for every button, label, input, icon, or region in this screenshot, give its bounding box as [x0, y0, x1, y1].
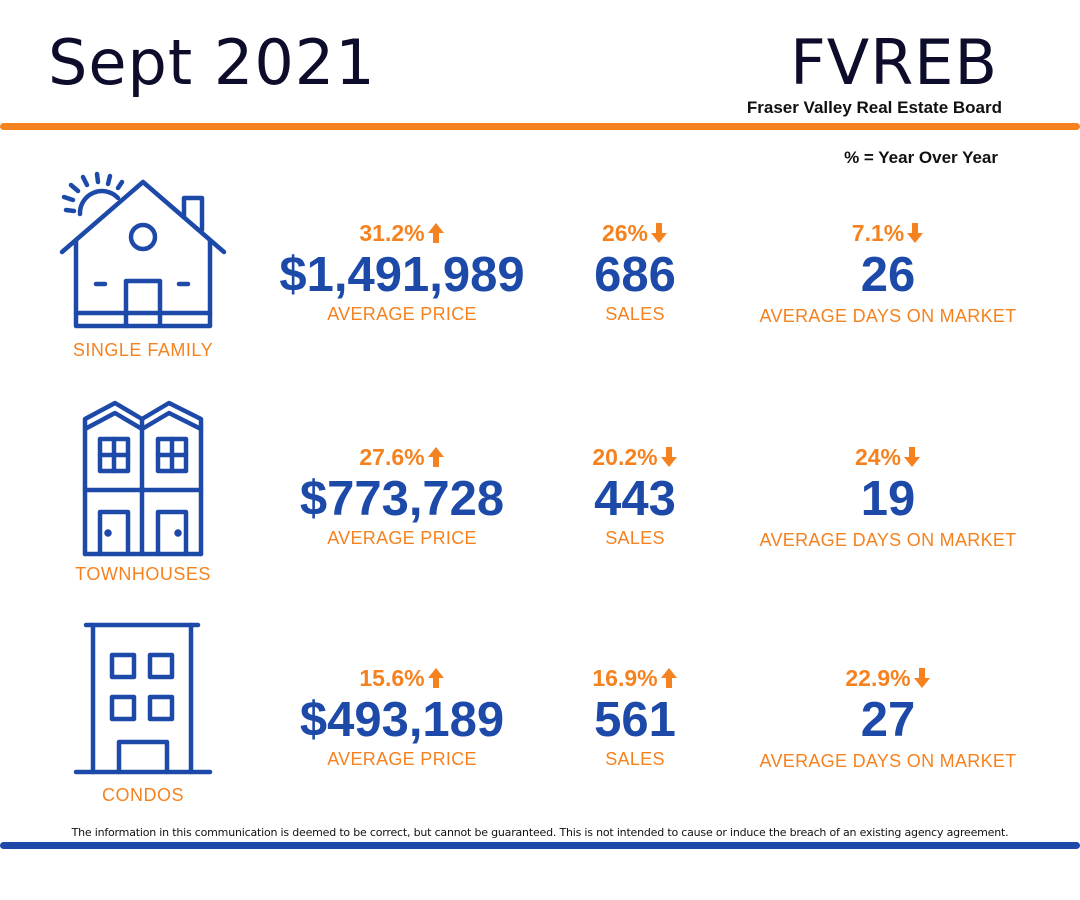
house-icon: [48, 170, 238, 335]
days-on-market-label: AVERAGE DAYS ON MARKET: [759, 751, 1017, 771]
days-on-market-stat: 22.9% 27 AVERAGE DAYS ON MARKET: [738, 663, 1038, 772]
sales-value: 443: [594, 472, 676, 526]
arrow-down-icon: [913, 668, 930, 688]
disclaimer-text: The information in this communication is…: [71, 826, 1009, 839]
arrow-up-icon: [427, 668, 444, 688]
category-label: SINGLE FAMILY: [72, 340, 214, 360]
arrow-down-icon: [660, 447, 677, 467]
yoy-change: 7.1%: [738, 218, 1038, 248]
arrow-up-icon: [427, 223, 444, 243]
days-on-market-label: AVERAGE DAYS ON MARKET: [759, 530, 1017, 550]
sales-value: 686: [594, 248, 676, 302]
average-price-value: $1,491,989: [279, 248, 525, 302]
arrow-down-icon: [651, 223, 668, 243]
days-on-market-stat: 7.1% 26 AVERAGE DAYS ON MARKET: [738, 218, 1038, 327]
average-price-value: $493,189: [299, 693, 505, 747]
arrow-down-icon: [904, 447, 921, 467]
yoy-change: 26%: [555, 218, 715, 248]
sales-stat: 26% 686 SALES: [555, 218, 715, 325]
category-label: TOWNHOUSES: [75, 564, 211, 584]
days-on-market-stat: 24% 19 AVERAGE DAYS ON MARKET: [738, 442, 1038, 551]
stats-row-single-family: SINGLE FAMILY 31.2% $1,491,989 AVERAGE P…: [0, 170, 1080, 370]
yoy-change: 27.6%: [262, 442, 542, 472]
stats-row-condos: CONDOS 15.6% $493,189 AVERAGE PRICE 16.9…: [0, 615, 1080, 815]
yoy-change: 22.9%: [738, 663, 1038, 693]
sales-stat: 16.9% 561 SALES: [555, 663, 715, 770]
condo-building-icon: [48, 615, 238, 780]
average-price-label: AVERAGE PRICE: [327, 528, 477, 548]
yoy-change: 31.2%: [262, 218, 542, 248]
sales-label: SALES: [605, 749, 665, 769]
arrow-up-icon: [427, 447, 444, 467]
average-price-value: $773,728: [299, 472, 505, 526]
average-price-label: AVERAGE PRICE: [327, 749, 477, 769]
yoy-change: 20.2%: [555, 442, 715, 472]
footer-divider: [0, 842, 1080, 849]
days-on-market-value: 19: [860, 472, 916, 526]
townhouse-icon: [48, 394, 238, 559]
brand-logo-text: FVREB: [790, 26, 998, 99]
brand-subtitle: Fraser Valley Real Estate Board: [746, 98, 1002, 117]
category-label: CONDOS: [101, 785, 184, 805]
days-on-market-value: 27: [860, 693, 916, 747]
page-title: Sept 2021: [48, 26, 376, 99]
sales-label: SALES: [605, 304, 665, 324]
yoy-note: % = Year Over Year: [844, 148, 998, 167]
yoy-change: 16.9%: [555, 663, 715, 693]
header-divider: [0, 123, 1080, 130]
arrow-down-icon: [907, 223, 924, 243]
stats-row-townhouses: TOWNHOUSES 27.6% $773,728 AVERAGE PRICE …: [0, 394, 1080, 594]
average-price-label: AVERAGE PRICE: [327, 304, 477, 324]
arrow-up-icon: [660, 668, 677, 688]
sales-value: 561: [594, 693, 676, 747]
yoy-change: 24%: [738, 442, 1038, 472]
average-price-stat: 15.6% $493,189 AVERAGE PRICE: [262, 663, 542, 770]
average-price-stat: 31.2% $1,491,989 AVERAGE PRICE: [262, 218, 542, 325]
days-on-market-value: 26: [860, 248, 916, 302]
days-on-market-label: AVERAGE DAYS ON MARKET: [759, 306, 1017, 326]
sales-label: SALES: [605, 528, 665, 548]
yoy-change: 15.6%: [262, 663, 542, 693]
sales-stat: 20.2% 443 SALES: [555, 442, 715, 549]
average-price-stat: 27.6% $773,728 AVERAGE PRICE: [262, 442, 542, 549]
